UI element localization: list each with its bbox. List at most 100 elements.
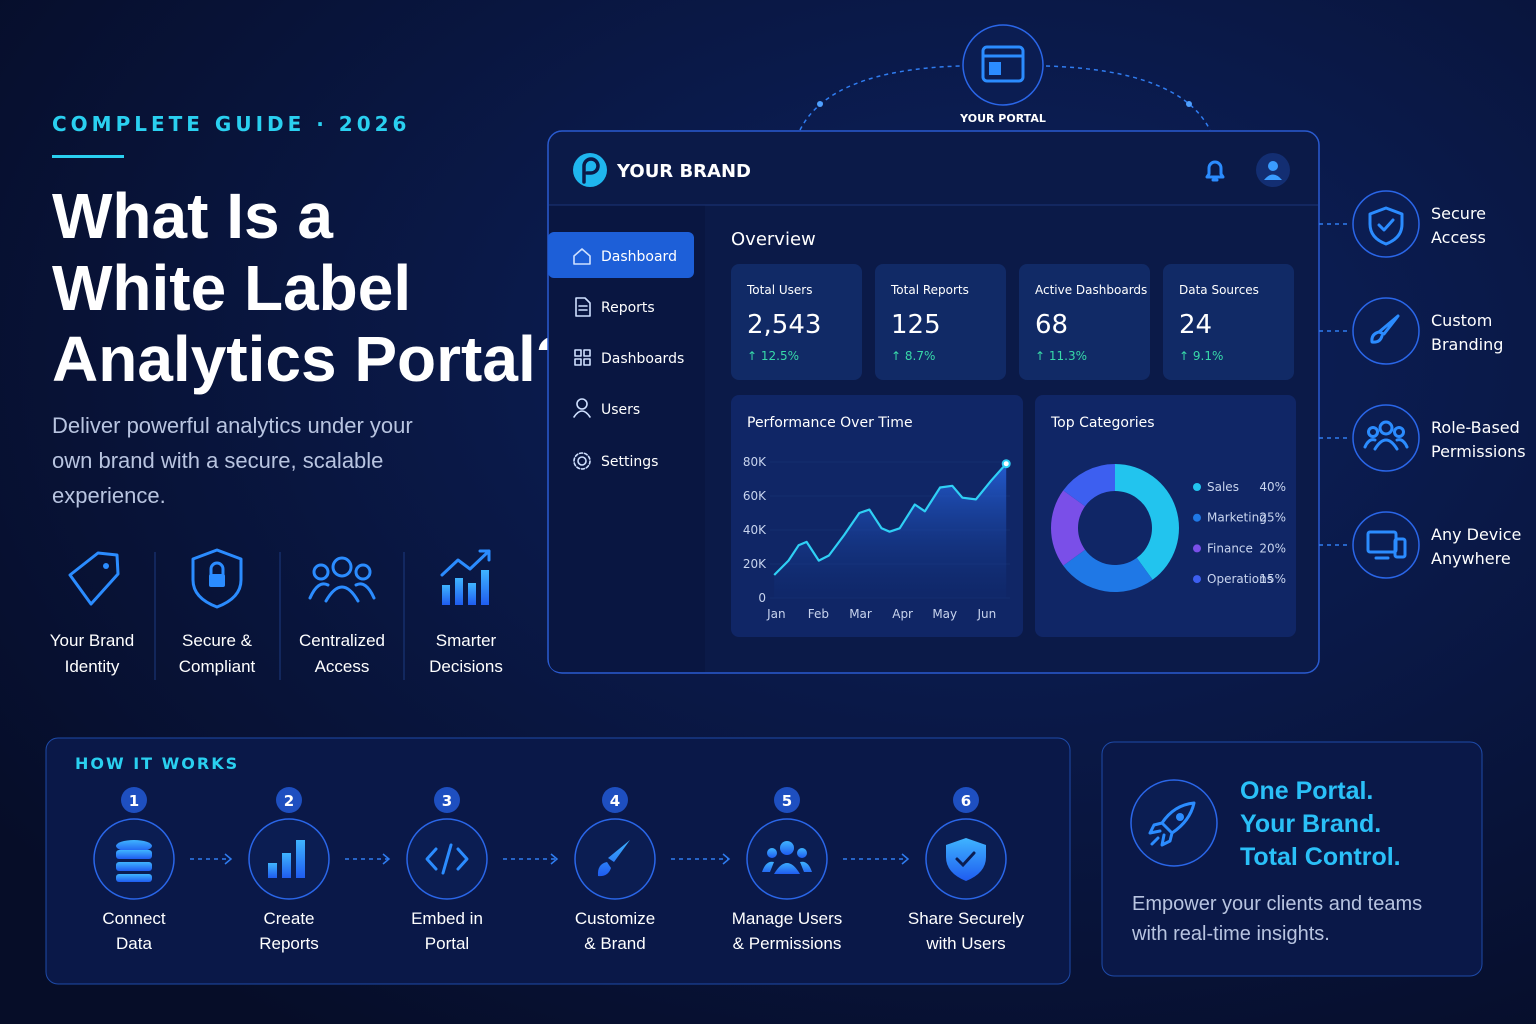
people-icon <box>312 563 330 581</box>
description-line: own brand with a secure, scalable <box>52 448 383 473</box>
nav-item[interactable]: Dashboards <box>601 351 684 367</box>
step-label: Manage Users <box>732 909 843 928</box>
y-tick-label: 40K <box>743 523 767 537</box>
x-tick-label: Mar <box>849 607 872 621</box>
stat-label: Total Reports <box>890 283 969 297</box>
pie-segment <box>1063 549 1153 593</box>
stat-value: 24 <box>1179 310 1212 340</box>
benefit-badge <box>1352 511 1420 579</box>
legend-swatch <box>1193 544 1201 553</box>
stat-change: ↑ 9.1% <box>1179 349 1223 363</box>
x-tick-label: Jan <box>766 607 786 621</box>
x-tick-label: Jun <box>976 607 996 621</box>
portal-badge <box>962 24 1044 106</box>
benefit-label: Role-Based <box>1431 418 1520 437</box>
nav-item[interactable]: Settings <box>601 454 658 470</box>
benefit-label: Any Device <box>1431 525 1521 544</box>
stat-label: Total Users <box>746 283 812 297</box>
tag-icon <box>68 551 120 606</box>
stat-card <box>731 264 862 380</box>
stat-card <box>1163 264 1294 380</box>
step-number-badge <box>434 787 460 813</box>
step-number: 6 <box>961 792 971 810</box>
lock-icon <box>209 574 225 587</box>
x-tick-label: Apr <box>892 607 913 621</box>
nav-icons <box>573 248 591 470</box>
promo-headline: One Portal. <box>1240 777 1373 805</box>
browser-icon <box>989 62 1001 75</box>
stat-card <box>875 264 1006 380</box>
step-label: Connect <box>102 909 166 928</box>
feature-label: Smarter <box>436 631 497 650</box>
rocket-icon <box>1148 801 1196 847</box>
legend-value: 25% <box>1259 511 1286 525</box>
connector-dot <box>817 101 823 107</box>
line-end-point <box>1001 459 1011 469</box>
y-tick-label: 60K <box>743 489 767 503</box>
step-number-badge <box>276 787 302 813</box>
stat-label: Data Sources <box>1179 283 1259 297</box>
pie-segment <box>1115 464 1180 580</box>
step-label: Customize <box>575 909 655 928</box>
step-label: Reports <box>259 934 319 953</box>
chart-title: Top Categories <box>1050 415 1155 431</box>
stat-change: ↑ 8.7% <box>891 349 935 363</box>
rocket-window <box>1176 813 1184 821</box>
y-tick-label: 0 <box>758 591 766 605</box>
promo-headline: Total Control. <box>1240 843 1401 871</box>
promo-text: with real-time insights. <box>1131 923 1330 945</box>
line-area <box>774 463 1007 598</box>
description-line: experience. <box>52 483 166 508</box>
sidebar <box>549 205 705 672</box>
step-number-badge <box>953 787 979 813</box>
promo-headline: Your Brand. <box>1240 810 1381 838</box>
stat-value: 125 <box>891 310 941 340</box>
feature-label: Compliant <box>179 657 256 676</box>
step-badge <box>746 818 828 900</box>
people-icon <box>354 563 372 581</box>
benefit-icons <box>1363 206 1409 560</box>
step-label: Data <box>116 934 152 953</box>
step-label: Embed in <box>411 909 483 928</box>
shield-icon <box>191 548 243 609</box>
badge-connector <box>799 65 1211 131</box>
feature-label: Decisions <box>429 657 503 676</box>
benefit-label: Access <box>1431 228 1486 247</box>
step-number-badge <box>602 787 628 813</box>
benefit-label: Secure <box>1431 204 1486 223</box>
feature-label: Access <box>315 657 370 676</box>
feature-label: Centralized <box>299 631 385 650</box>
pie-segment <box>1051 490 1086 566</box>
notification-button[interactable] <box>1205 160 1225 182</box>
bars-icon <box>442 570 489 605</box>
nav-item[interactable]: Reports <box>601 300 655 316</box>
rocket-badge <box>1130 779 1218 867</box>
step-arrow-head <box>224 853 233 865</box>
people-icon <box>308 582 376 603</box>
title-line: What Is a <box>52 180 333 252</box>
step-label: Create <box>263 909 314 928</box>
legend-value: 15% <box>1259 572 1286 586</box>
step-label: Portal <box>425 934 469 953</box>
feature-label: Identity <box>65 657 120 676</box>
x-tick-label: Feb <box>808 607 829 621</box>
step-label: & Permissions <box>733 934 842 953</box>
legend-label: Marketing <box>1207 511 1267 525</box>
step-arrow-head <box>901 853 910 865</box>
nav-active <box>548 232 694 278</box>
x-tick-label: May <box>932 607 957 621</box>
step-number: 2 <box>284 792 294 810</box>
nav-item[interactable]: Users <box>601 402 640 418</box>
benefit-badge <box>1352 404 1420 472</box>
line-series <box>773 462 1008 576</box>
title-line: White Label <box>52 252 411 324</box>
stat-label: Active Dashboards <box>1035 283 1147 297</box>
stat-value: 2,543 <box>747 310 821 340</box>
nav-item[interactable]: Dashboard <box>601 249 677 265</box>
eyebrow: COMPLETE GUIDE · 2026 <box>52 112 410 136</box>
step-number-badge <box>774 787 800 813</box>
brand-name: YOUR BRAND <box>616 161 751 182</box>
legend-label: Finance <box>1207 541 1253 555</box>
